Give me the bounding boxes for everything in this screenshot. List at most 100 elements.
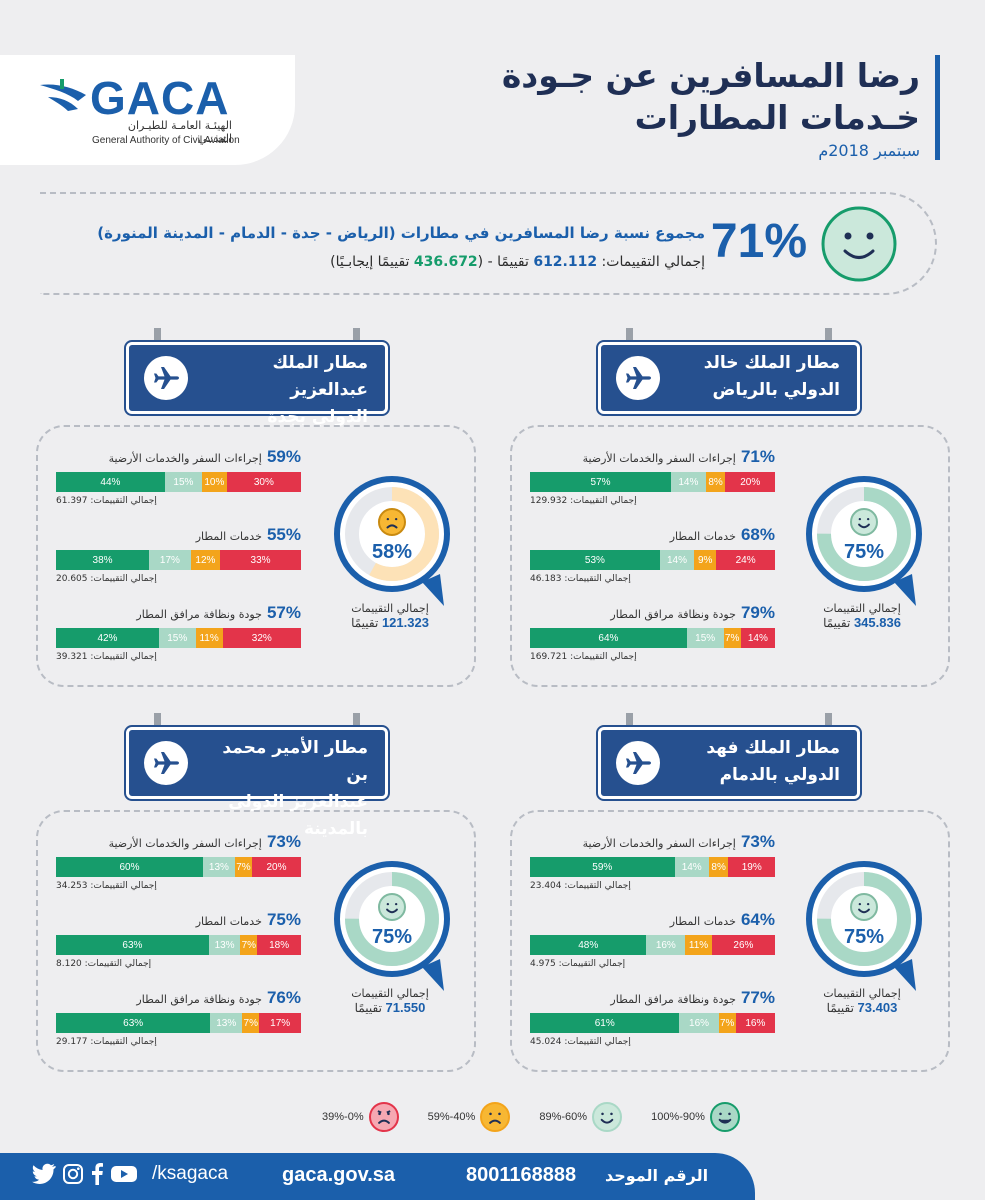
brand-arabic-name: الهيئـة العامـة للطيـران المدنـي [127, 119, 232, 145]
stacked-bar: 60% 13% 7% 20% [56, 857, 301, 877]
airport-total-count: 73.403 [857, 1000, 898, 1015]
bar-segment-lgreen: 16% [646, 935, 686, 955]
happy-face-icon [821, 206, 897, 282]
legend-label: 40%-59% [427, 1111, 476, 1123]
bar-segment-red: 33% [220, 550, 301, 570]
bar-segment-green: 48% [530, 935, 647, 955]
bar-segment-red: 16% [735, 1013, 775, 1033]
metric-row: 71% إجراءات السفر والخدمات الأرضية 57% 14%… [530, 447, 775, 506]
sad-face-icon [378, 508, 406, 536]
stacked-bar: 53% 14% 9% 24% [530, 550, 775, 570]
airport-name-line-1: مطار الملك فهد [706, 738, 840, 758]
airport-total-count: 121.323 [381, 615, 429, 630]
dial-fill [817, 487, 911, 581]
score-dial: 75% [330, 857, 450, 992]
airplane-icon [616, 356, 660, 400]
stacked-bar: 63% 13% 7% 17% [56, 1013, 301, 1033]
legend-label: 0%-39% [322, 1111, 364, 1123]
bar-segment-green: 53% [530, 550, 660, 570]
bar-segment-orange: 11% [685, 935, 712, 955]
social-links: /ksagaca [32, 1163, 228, 1185]
airport-score: 75% [844, 926, 884, 948]
bar-segment-lgreen: 13% [210, 1013, 243, 1033]
metric-label: إجراءات السفر والخدمات الأرضية [582, 837, 736, 850]
bar-segment-red: 24% [716, 550, 775, 570]
title-line-1: رضا المسافرين عن جـودة [501, 56, 920, 95]
summary-total-count: 612.112 [533, 254, 598, 270]
stacked-bar: 59% 14% 8% 19% [530, 857, 775, 877]
metric-count: إجمالي التقييمات: 20.605 [56, 574, 157, 584]
phone-number[interactable]: 8001168888 [466, 1164, 577, 1186]
airplane-icon [144, 741, 188, 785]
score-ring: 75% [806, 861, 922, 991]
metric-header: 64% خدمات المطار [530, 910, 775, 932]
metric-count: إجمالي التقييمات: 39.321 [56, 652, 157, 662]
metric-count: إجمالي التقييمات: 23.404 [530, 881, 631, 891]
airport-name: مطار الملك عبدالعزيز الدولي بجدة [198, 350, 368, 431]
bar-segment-orange: 7% [234, 857, 252, 877]
airport-total-unit: تقييمًا [351, 616, 379, 630]
website-link[interactable]: gaca.gov.sa [282, 1164, 396, 1186]
stacked-bar: 38% 17% 12% 33% [56, 550, 301, 570]
bar-segment-green: 59% [530, 857, 675, 877]
bar-segment-lgreen: 15% [686, 628, 724, 648]
summary-totals: إجمالي التقييمات: 612.112 تقييمًا - (436… [330, 254, 705, 270]
airport-total-row: 71.550 تقييمًا [330, 1000, 450, 1015]
metric-label: خدمات المطار [195, 530, 262, 543]
summary-description: مجموع نسبة رضا المسافرين في مطارات (الري… [97, 224, 705, 242]
bar-segment-lgreen: 16% [679, 1013, 719, 1033]
title-accent-bar [935, 55, 940, 160]
metric-header: 75% خدمات المطار [56, 910, 301, 932]
airport-name-line-2: الدولي بالرياض [712, 380, 840, 400]
metric-row: 68% خدمات المطار 53% 14% 9% 24% إجمالي التقيي… [530, 525, 775, 584]
social-handle[interactable]: /ksagaca [152, 1163, 229, 1184]
youtube-icon[interactable] [110, 1163, 138, 1185]
airport-name-line-2: عبدالعزيز الدولي بالمدينة [228, 792, 368, 839]
metric-count: إجمالي التقييمات: 8.120 [56, 959, 152, 969]
bar-segment-red: 20% [725, 472, 775, 492]
dial-pointer [422, 959, 444, 991]
dial-pointer [422, 574, 444, 606]
airport-name-line-1: مطار الملك خالد [703, 353, 840, 373]
airplane-icon [144, 356, 188, 400]
bar-segment-orange: 10% [201, 472, 227, 492]
stacked-bar: 61% 16% 7% 16% [530, 1013, 775, 1033]
bar-segment-lgreen: 13% [208, 935, 241, 955]
airport-sign: مطار الملك عبدالعزيز الدولي بجدة [126, 328, 388, 427]
bar-segment-green: 42% [56, 628, 159, 648]
airport-total: إجمالي التقييمات 345.836 تقييمًا [802, 602, 922, 630]
airplane-icon [616, 741, 660, 785]
metric-percent: 68% [740, 525, 775, 544]
airport-sign: مطار الملك فهد الدولي بالدمام [598, 713, 860, 799]
title-date: سبتمبر 2018م [818, 141, 920, 160]
bar-segment-orange: 8% [708, 857, 729, 877]
airport-total: إجمالي التقييمات 121.323 تقييمًا [330, 602, 450, 630]
metric-percent: 76% [266, 988, 301, 1007]
metric-label: خدمات المطار [195, 915, 262, 928]
sign-post [626, 328, 633, 342]
metric-row: 76% جودة ونظافة مرافق المطار 63% 13% 7% 17% إ… [56, 988, 301, 1047]
bar-segment-green: 57% [530, 472, 672, 492]
airport-total-label: إجمالي التقييمات [351, 987, 429, 1000]
bar-segment-orange: 7% [240, 935, 258, 955]
score-ring: 75% [334, 861, 450, 991]
sign-post [353, 713, 360, 727]
bar-segment-orange: 7% [723, 628, 741, 648]
happy-face-icon [378, 893, 406, 921]
metric-row: 75% خدمات المطار 63% 13% 7% 18% إجمالي التقيي… [56, 910, 301, 969]
happy-face-icon [850, 893, 878, 921]
overall-summary: 71% مجموع نسبة رضا المسافرين في مطارات (… [40, 192, 937, 295]
bar-segment-red: 17% [259, 1013, 301, 1033]
score-dial: 58% [330, 472, 450, 607]
airport-score: 75% [372, 926, 412, 948]
metric-percent: 77% [740, 988, 775, 1007]
bar-segment-lgreen: 14% [671, 472, 706, 492]
twitter-icon[interactable] [32, 1163, 56, 1185]
instagram-icon[interactable] [62, 1163, 84, 1185]
metric-label: إجراءات السفر والخدمات الأرضية [582, 452, 736, 465]
facebook-icon[interactable] [90, 1163, 104, 1185]
page-title: رضا المسافرين عن جـودة خـدمات المطارات س… [500, 55, 920, 160]
summary-totals-suffix: تقييمًا إيجابـيًا) [330, 254, 414, 270]
metric-header: 71% إجراءات السفر والخدمات الأرضية [530, 447, 775, 469]
airport-total-row: 345.836 تقييمًا [802, 615, 922, 630]
